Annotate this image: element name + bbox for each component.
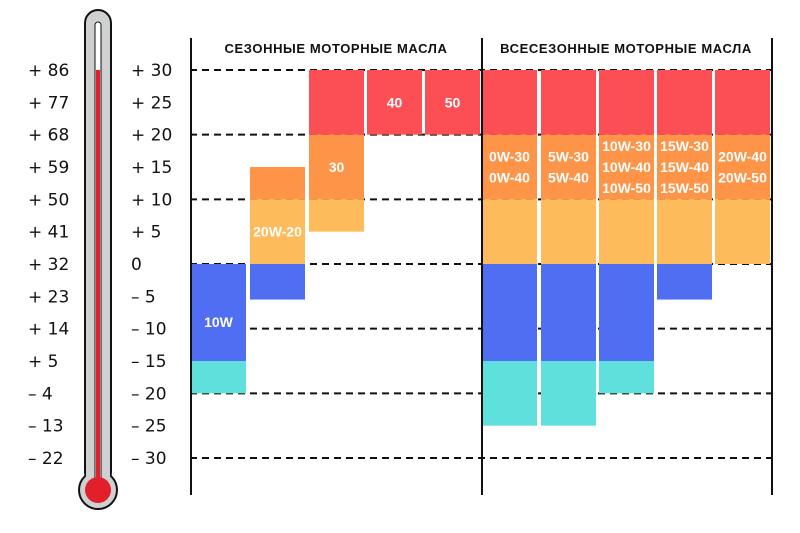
bar-segment-yellow	[541, 199, 596, 264]
fahrenheit-tick-label: – 4	[28, 384, 53, 404]
fahrenheit-tick-label: + 68	[28, 126, 69, 146]
oil-bar: 20W-40 20W-50	[715, 70, 770, 264]
bar-segment-blue	[482, 264, 537, 361]
celsius-tick-label: + 30	[131, 61, 172, 81]
bar-segment-yellow	[715, 199, 770, 264]
bar-segment-cyan	[191, 361, 246, 394]
bar-segment-red	[715, 70, 770, 135]
section-dividers	[190, 38, 773, 495]
bars: 10W 20W-20 30 40 50 0W-30 0W-40 5W-30 5W-40 10W-3…	[191, 70, 770, 426]
fahrenheit-tick-label: – 22	[28, 449, 64, 469]
oil-bar: 15W-30 15W-40 15W-50	[657, 70, 712, 300]
bar-label: 5W-40	[548, 170, 589, 186]
celsius-tick-label: – 25	[131, 417, 167, 437]
bar-segment-orange	[599, 134, 654, 200]
oil-bar: 20W-20	[250, 167, 305, 300]
bar-label: 30	[329, 159, 345, 175]
bar-segment-blue	[599, 264, 654, 361]
bar-segment-blue	[657, 264, 712, 300]
fahrenheit-tick-label: + 23	[28, 287, 69, 307]
celsius-tick-label: + 5	[131, 223, 161, 243]
fahrenheit-tick-label: + 5	[28, 352, 58, 372]
bar-segment-orange	[309, 134, 364, 200]
bar-label: 20W-40	[718, 149, 767, 165]
bar-segment-orange	[715, 134, 770, 200]
celsius-tick-label: + 10	[131, 190, 172, 210]
bar-segment-cyan	[541, 361, 596, 426]
celsius-tick-label: – 5	[131, 287, 156, 307]
oil-bar: 0W-30 0W-40	[482, 70, 537, 426]
fahrenheit-tick-label: – 13	[28, 417, 64, 437]
bar-label: 10W-50	[602, 180, 651, 196]
bar-label: 5W-30	[548, 149, 589, 165]
celsius-tick-label: – 20	[131, 384, 167, 404]
bar-segment-red	[425, 70, 480, 135]
fahrenheit-tick-label: + 41	[28, 223, 69, 243]
fahrenheit-axis: + 86 + 77 + 68 + 59 + 50 + 41 + 32 + 23 + 14 + 5 –…	[28, 61, 69, 469]
bar-segment-blue	[191, 264, 246, 361]
celsius-tick-label: – 10	[131, 320, 167, 340]
bar-label: 20W-50	[718, 170, 767, 186]
bar-segment-orange	[657, 134, 712, 200]
thermometer-icon	[78, 9, 118, 510]
celsius-axis: + 30 + 25 + 20 + 15 + 10 + 5 0 – 5 – 10 – 15 – 20 –…	[131, 61, 172, 469]
bar-label: 10W-40	[602, 159, 651, 175]
allseason-section-title: ВСЕСЕЗОННЫЕ МОТОРНЫЕ МАСЛА	[500, 41, 752, 56]
thermometer-bulb	[85, 477, 111, 503]
bar-segment-red	[657, 70, 712, 135]
celsius-tick-label: – 15	[131, 352, 167, 372]
bar-segment-blue	[541, 264, 596, 361]
bar-segment-yellow	[599, 199, 654, 264]
bar-segment-yellow	[309, 199, 364, 232]
bar-label: 20W-20	[253, 224, 302, 240]
celsius-tick-label: – 30	[131, 449, 167, 469]
bar-segment-orange	[482, 134, 537, 200]
fahrenheit-tick-label: + 32	[28, 255, 69, 275]
bar-label: 15W-50	[660, 180, 709, 196]
bar-segment-red	[599, 70, 654, 135]
bar-label: 40	[387, 94, 403, 110]
bar-label: 0W-30	[489, 149, 530, 165]
bar-segment-cyan	[482, 361, 537, 426]
bar-segment-red	[367, 70, 422, 135]
bar-segment-red	[482, 70, 537, 135]
bar-segment-cyan	[599, 361, 654, 394]
bar-segment-yellow	[482, 199, 537, 264]
bar-label: 15W-30	[660, 138, 709, 154]
fahrenheit-tick-label: + 86	[28, 61, 69, 81]
celsius-tick-label: + 20	[131, 126, 172, 146]
bar-segment-yellow	[657, 199, 712, 264]
bar-label: 15W-40	[660, 159, 709, 175]
bar-segment-blue	[250, 264, 305, 300]
bar-segment-red	[541, 70, 596, 135]
bar-label: 0W-40	[489, 170, 530, 186]
oil-bar: 40	[367, 70, 422, 135]
oil-bar: 5W-30 5W-40	[541, 70, 596, 426]
fahrenheit-tick-label: + 59	[28, 158, 69, 178]
bar-segment-yellow	[250, 199, 305, 264]
bar-label: 50	[445, 94, 461, 110]
thermometer-mercury	[96, 70, 100, 482]
oil-bar: 50	[425, 70, 480, 135]
bar-segment-red	[309, 70, 364, 135]
bar-label: 10W-30	[602, 138, 651, 154]
seasonal-section-title: СЕЗОННЫЕ МОТОРНЫЕ МАСЛА	[225, 41, 448, 56]
bar-segment-orange	[541, 134, 596, 200]
celsius-tick-label: + 25	[131, 93, 172, 113]
fahrenheit-tick-label: + 77	[28, 93, 69, 113]
bar-label: 10W	[204, 314, 234, 330]
oil-bar: 10W	[191, 264, 246, 394]
oil-bar: 10W-30 10W-40 10W-50	[599, 70, 654, 394]
celsius-tick-label: 0	[131, 255, 142, 275]
oil-bar: 30	[309, 70, 364, 232]
bar-segment-orange	[250, 167, 305, 200]
fahrenheit-tick-label: + 14	[28, 320, 69, 340]
celsius-tick-label: + 15	[131, 158, 172, 178]
fahrenheit-tick-label: + 50	[28, 190, 69, 210]
